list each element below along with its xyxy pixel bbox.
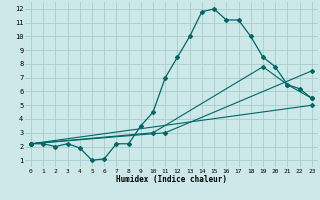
X-axis label: Humidex (Indice chaleur): Humidex (Indice chaleur) [116, 175, 227, 184]
